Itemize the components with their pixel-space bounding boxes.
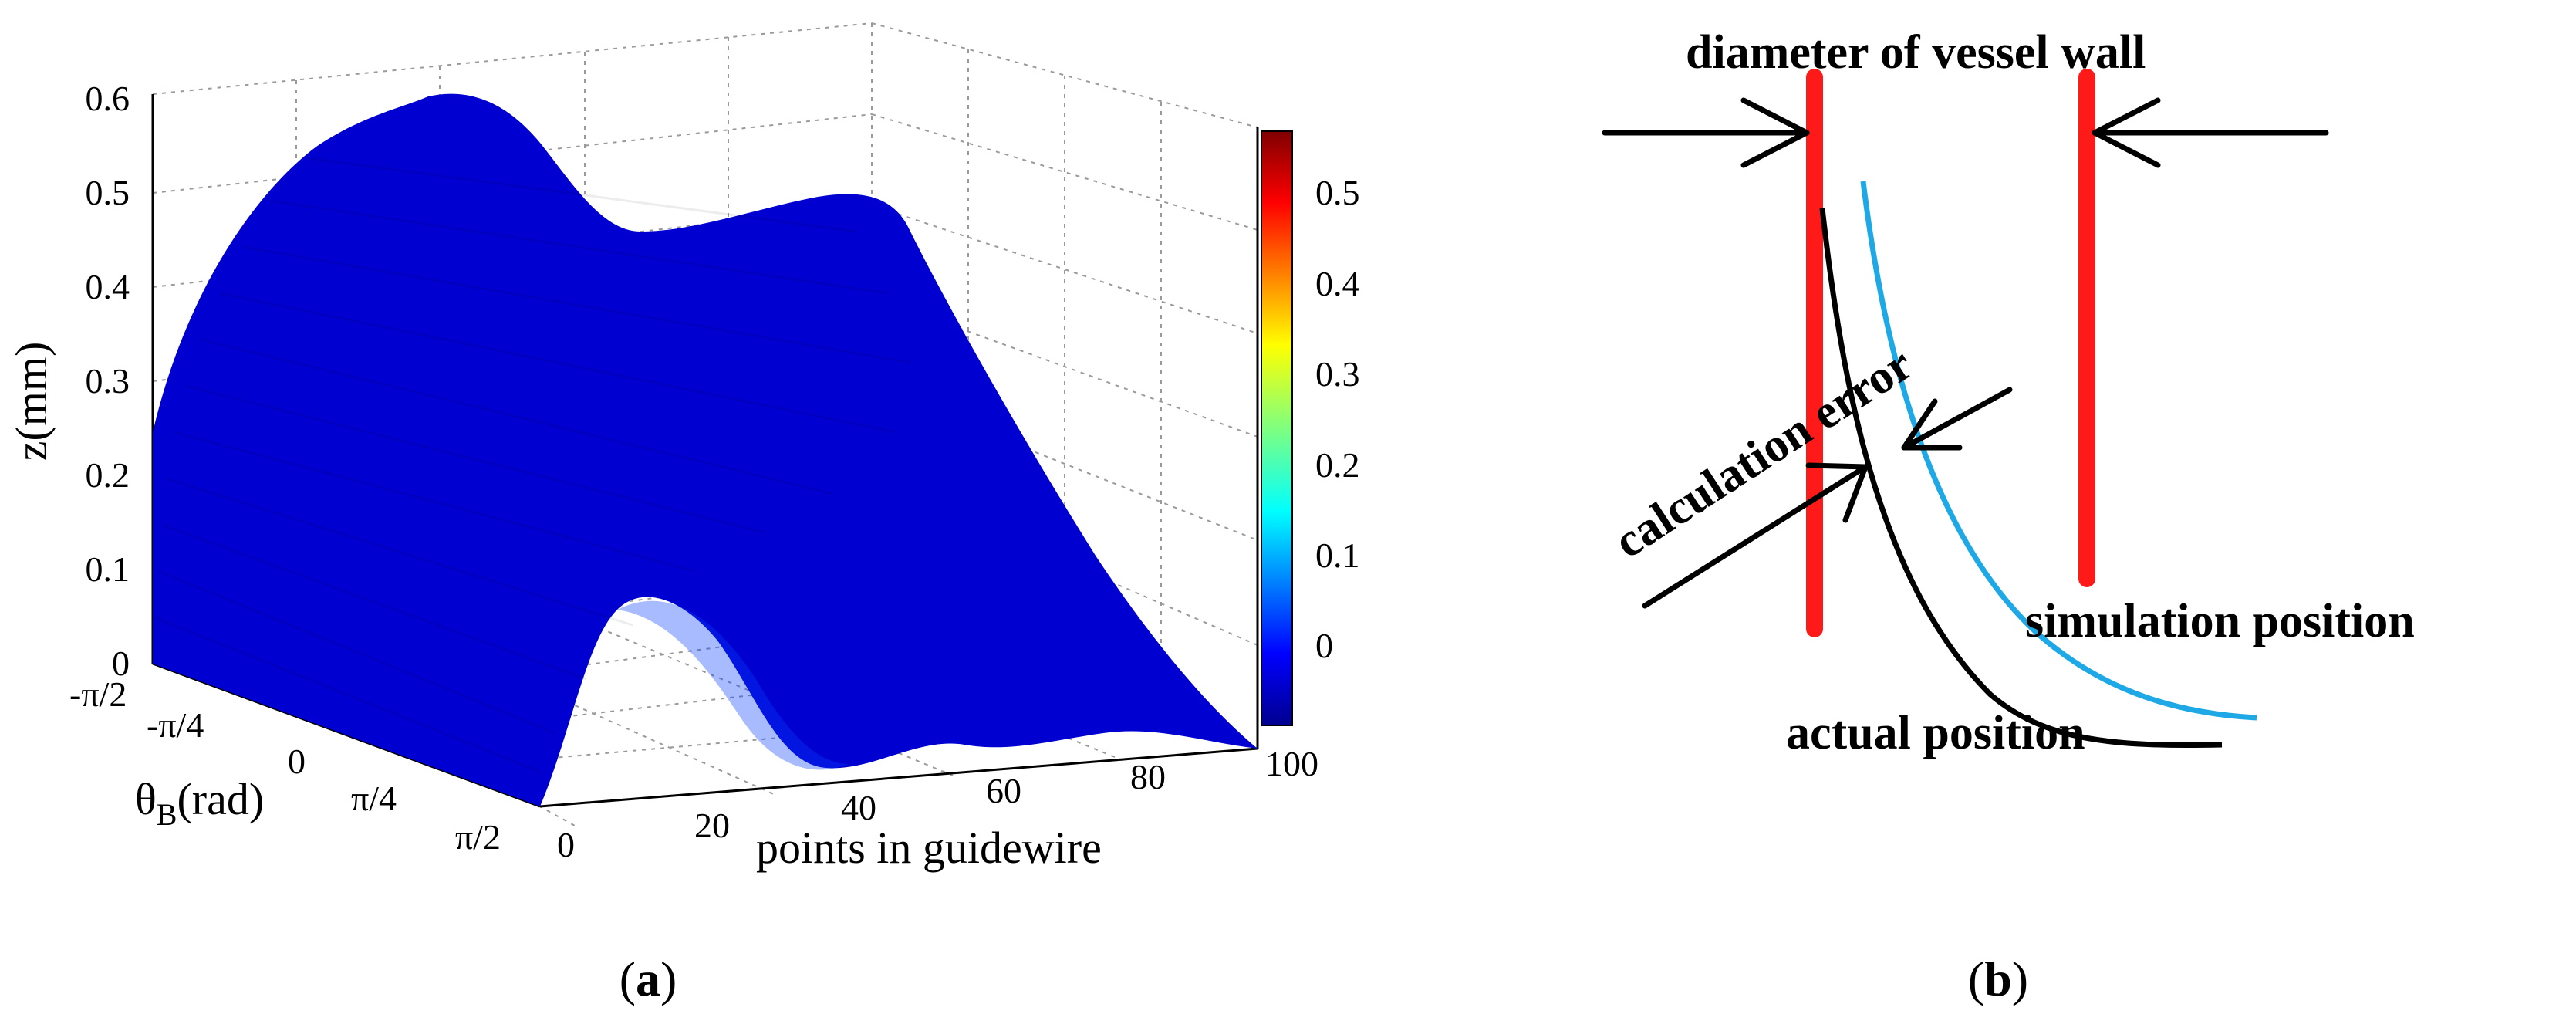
error-arrow-lower (1642, 464, 1869, 609)
z-tick-3: 0.3 (86, 361, 130, 401)
caption-a-letter: a (636, 952, 660, 1006)
x-axis-ticks: 0 20 40 60 80 100 (557, 744, 1318, 864)
surface-valley-shadow (617, 600, 849, 770)
x-tick-1: 20 (694, 806, 730, 845)
diameter-arrows (1602, 97, 2329, 168)
theta-subscript: B (157, 797, 177, 832)
theta-unit: (rad) (177, 774, 264, 824)
z-axis-ticks: 0 0.1 0.2 0.3 0.4 0.5 0.6 (86, 79, 130, 683)
theta-axis-ticks: -π/2 -π/4 0 π/4 π/2 (69, 674, 501, 857)
surface-mesh (153, 93, 1258, 806)
x-tick-2: 40 (841, 788, 876, 827)
theta-tick-1: -π/4 (147, 705, 204, 745)
x-axis-label: points in guidewire (756, 823, 1102, 873)
error-arrowhead-upper (1901, 398, 1963, 451)
colorbar-tick-2: 0.2 (1315, 445, 1360, 485)
theta-tick-3: π/4 (351, 779, 397, 818)
theta-axis-label: θB(rad) (135, 774, 264, 832)
simulation-position-label: simulation position (2025, 595, 2415, 647)
surface-plot: 0 0.1 0.2 0.3 0.4 0.5 0.6 z(mm) -π/2 -π/… (6, 22, 1360, 1006)
z-tick-6: 0.6 (86, 79, 130, 118)
theta-tick-4: π/2 (455, 817, 501, 857)
z-tick-0: 0 (112, 644, 130, 683)
theta-symbol: θ (135, 774, 157, 824)
colorbar-scale (1261, 130, 1293, 726)
z-tick-1: 0.1 (86, 549, 130, 589)
x-tick-4: 80 (1130, 757, 1166, 796)
theta-tick-2: 0 (288, 742, 306, 781)
diameter-arrowhead-right (2092, 97, 2161, 168)
z-tick-4: 0.4 (86, 267, 130, 306)
z-axis-label: z(mm) (6, 342, 56, 461)
caption-b-letter: b (1984, 952, 2012, 1006)
error-arrow-upper (1901, 387, 2013, 451)
actual-position-curve (1819, 208, 2223, 749)
colorbar-tick-0: 0 (1315, 626, 1333, 665)
error-arrows (1642, 387, 2013, 609)
x-tick-0: 0 (557, 825, 575, 864)
actual-position-label: actual position (1786, 707, 2085, 759)
colorbar-tick-1: 0.1 (1315, 536, 1360, 575)
colorbar-tick-5: 0.5 (1315, 173, 1360, 212)
caption-b: (b) (1968, 952, 2028, 1006)
colorbar-tick-4: 0.4 (1315, 264, 1360, 303)
x-tick-3: 60 (986, 771, 1021, 810)
error-arrowhead-lower (1805, 462, 1869, 523)
z-tick-5: 0.5 (86, 173, 130, 212)
error-diagram: diameter of vessel wall calculation erro… (1602, 26, 2415, 1006)
surface-strands (154, 157, 911, 773)
colorbar-ticks: 0 0.1 0.2 0.3 0.4 0.5 (1315, 173, 1360, 665)
surface-main (153, 93, 1258, 806)
colorbar: 0 0.1 0.2 0.3 0.4 0.5 (1261, 130, 1360, 726)
diameter-arrowhead-left (1740, 97, 1810, 168)
caption-a: (a) (620, 952, 677, 1006)
x-tick-5: 100 (1265, 744, 1318, 783)
diameter-label: diameter of vessel wall (1686, 26, 2146, 79)
z-tick-2: 0.2 (86, 455, 130, 495)
simulation-position-curve (1860, 181, 2257, 721)
colorbar-tick-3: 0.3 (1315, 354, 1360, 394)
theta-tick-0: -π/2 (69, 674, 127, 714)
